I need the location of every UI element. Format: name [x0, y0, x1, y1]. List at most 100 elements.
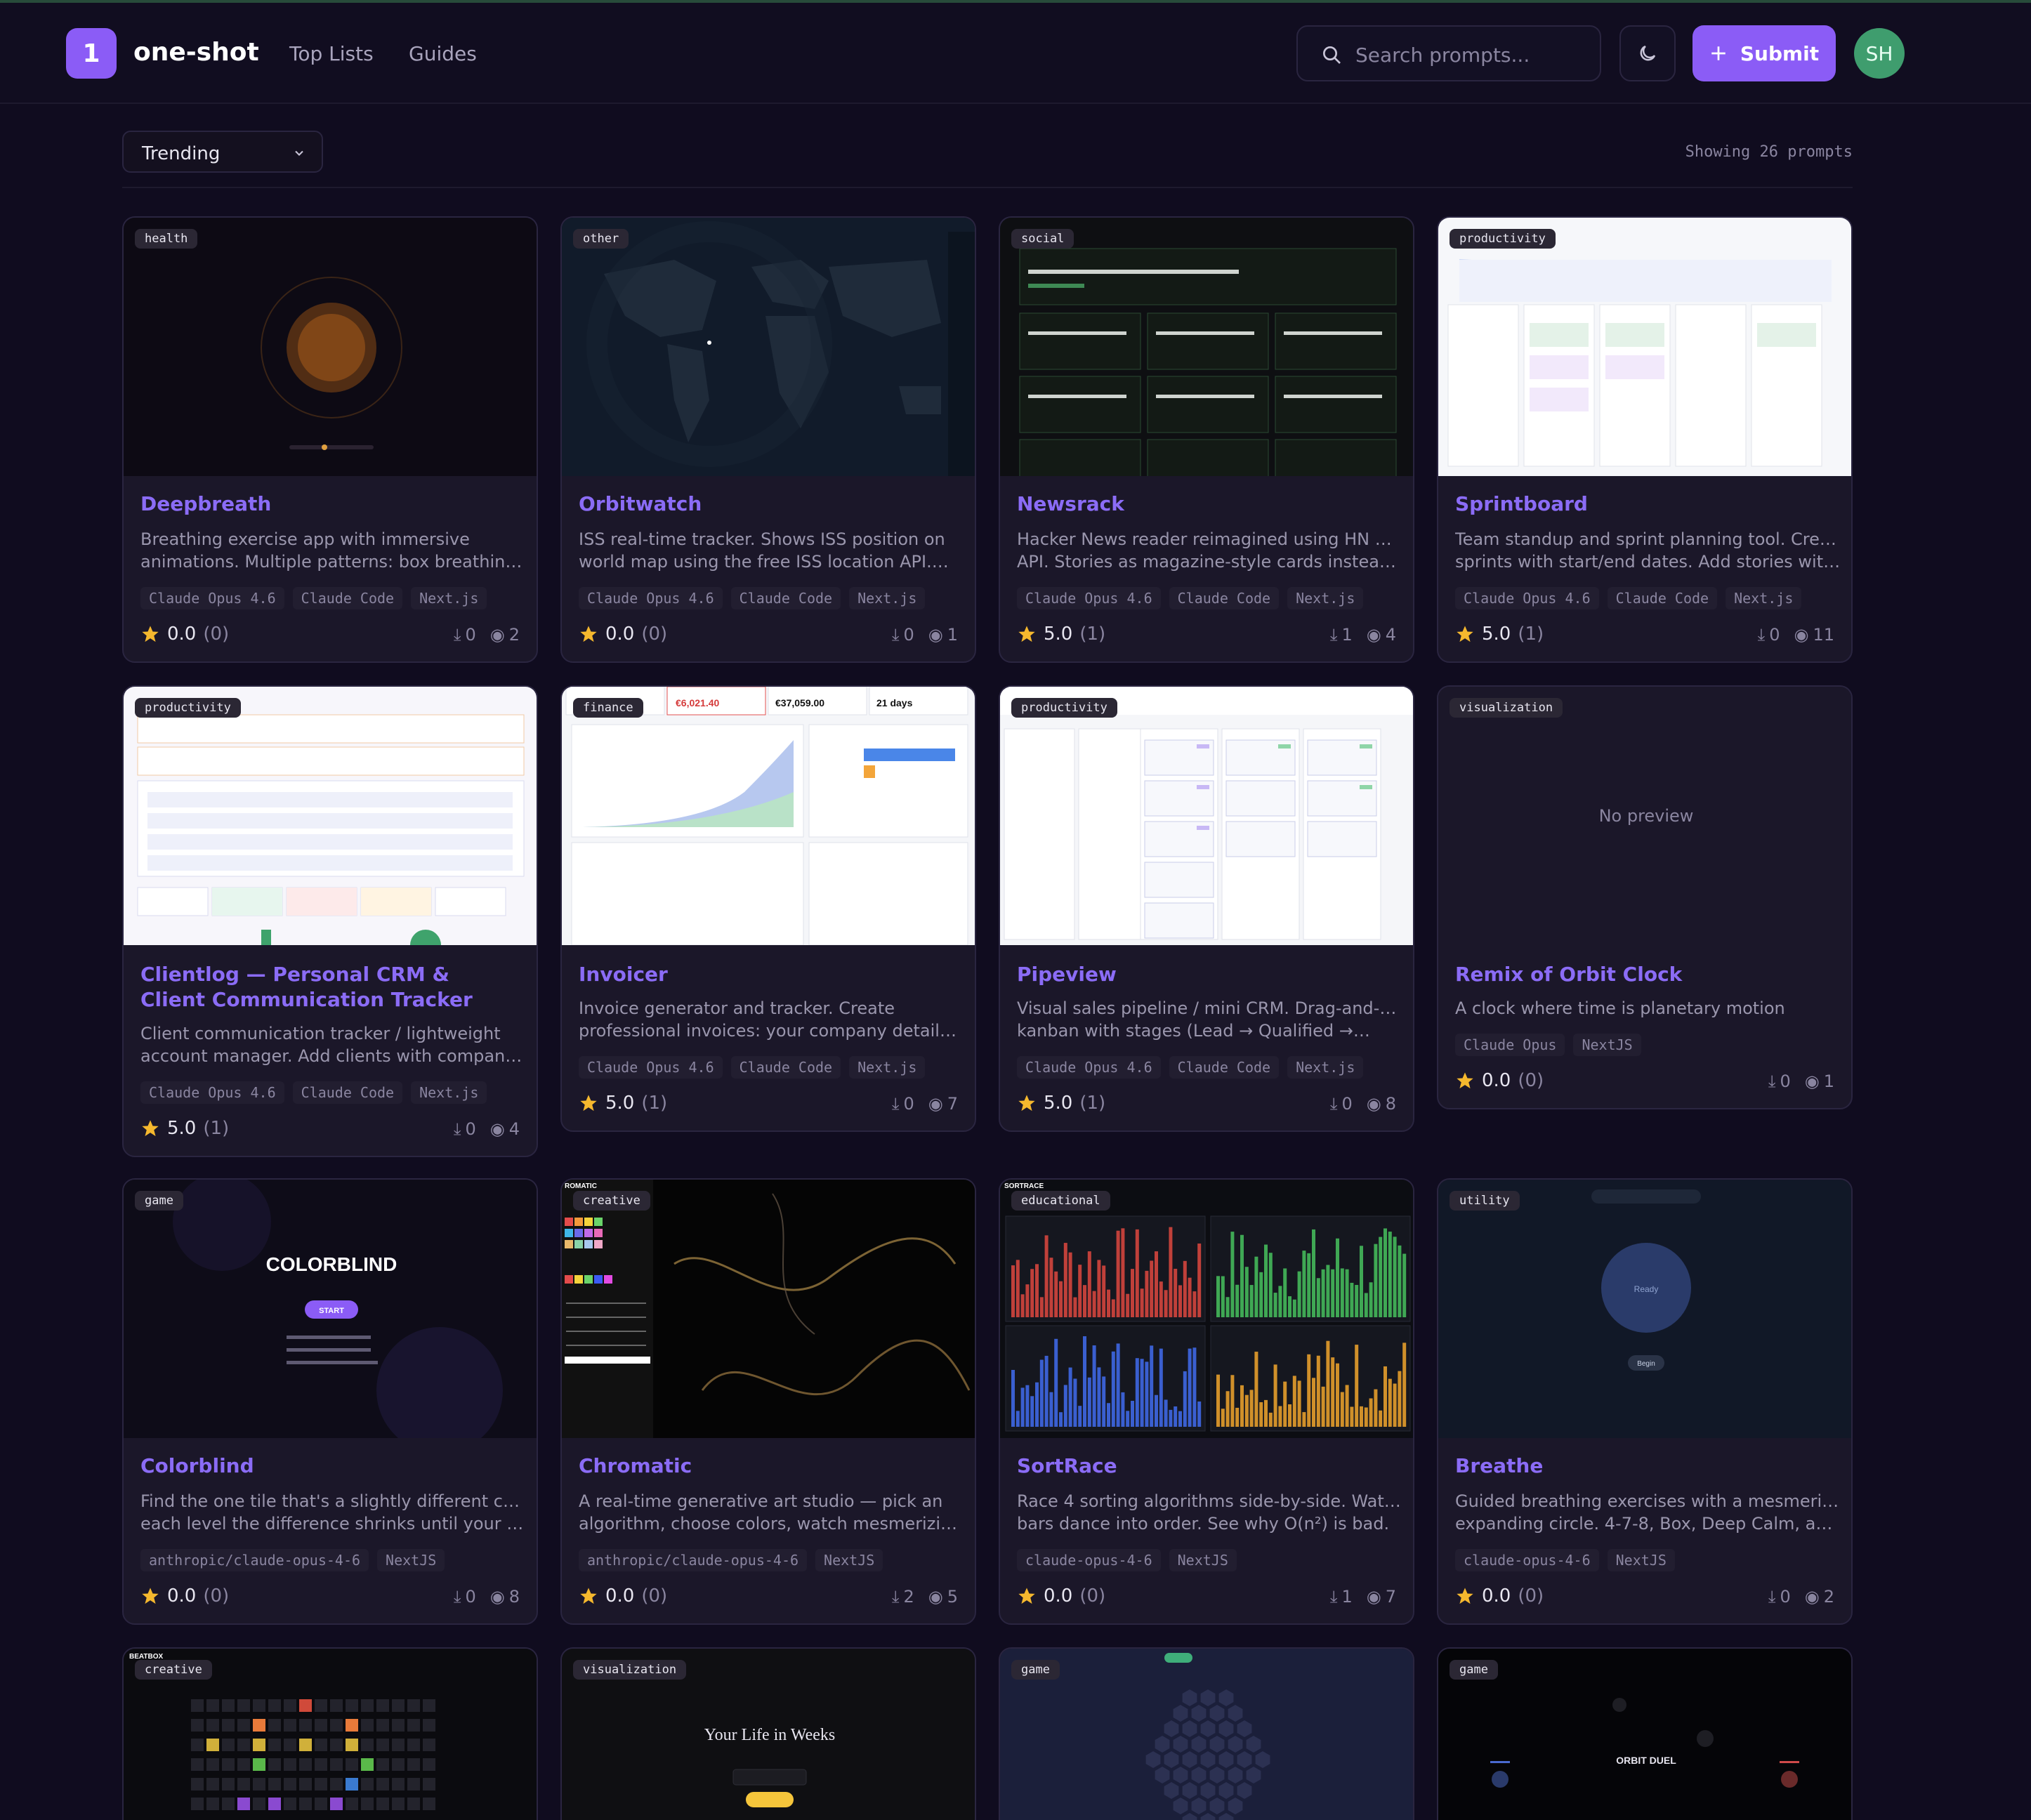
prompt-card[interactable]: other Orbitwatch ISS real-time tracker. … [560, 216, 976, 663]
card-tags: anthropic/claude-opus-4-6 NextJS [579, 1549, 883, 1571]
beat-cell [361, 1739, 374, 1751]
prompt-card[interactable]: productivity Pipeview Visual sales pipel… [999, 685, 1414, 1132]
download-icon: ⤓ [891, 1094, 900, 1114]
prompt-card[interactable]: ROMATIC creative Chromatic A real-time g… [560, 1178, 976, 1625]
sort-bar [1297, 1380, 1301, 1427]
category-badge: finance [573, 698, 643, 718]
sort-bar [1398, 1245, 1402, 1317]
beat-cell [361, 1778, 374, 1791]
prompt-card[interactable]: health Deepbreath Breathing exercise app… [122, 216, 538, 663]
beat-cell [222, 1719, 235, 1732]
prompt-card[interactable]: BEATBOX creative [122, 1647, 538, 1820]
prompt-card[interactable]: social Newsrack Hacker News reader reima… [999, 216, 1414, 663]
star-icon [1457, 1072, 1473, 1089]
beat-cell [407, 1719, 420, 1732]
hex-cell [1218, 1782, 1234, 1799]
category-badge: visualization [1450, 698, 1563, 718]
sort-bar [1273, 1364, 1277, 1427]
beat-cell [392, 1699, 405, 1712]
prompt-card[interactable]: ORBIT DUEL game [1437, 1647, 1853, 1820]
card-title[interactable]: Colorblind [140, 1454, 254, 1477]
submit-button[interactable]: Submit [1692, 25, 1836, 81]
sort-bar [1383, 1366, 1387, 1427]
beat-cell [191, 1699, 204, 1712]
nav-guides[interactable]: Guides [409, 42, 477, 65]
theme-toggle-button[interactable] [1619, 25, 1676, 81]
card-title[interactable]: Pipeview [1017, 963, 1117, 986]
beat-cell [253, 1778, 265, 1791]
hex-cell [1246, 1767, 1261, 1783]
prompt-card[interactable]: No preview visualization Remix of Orbit … [1437, 685, 1853, 1109]
sort-bar [1068, 1252, 1072, 1317]
card-title[interactable]: Breathe [1455, 1454, 1544, 1477]
prompt-card[interactable]: Your Life in Weeks visualization [560, 1647, 976, 1820]
search-input[interactable]: Search prompts... [1296, 25, 1601, 81]
card-title[interactable]: Deepbreath [140, 492, 272, 515]
sort-bar [1379, 1410, 1383, 1427]
card-title[interactable]: SortRace [1017, 1454, 1117, 1477]
card-title[interactable]: Chromatic [579, 1454, 692, 1477]
beat-cell [284, 1739, 296, 1751]
sort-bar [1278, 1406, 1282, 1427]
sort-bar [1336, 1363, 1339, 1427]
beat-cell [423, 1699, 435, 1712]
beat-cell [315, 1778, 327, 1791]
prompt-card[interactable]: Ready Begin utility Breathe Guided breat… [1437, 1178, 1853, 1625]
download-icon: ⤓ [1329, 1094, 1338, 1114]
card-rating: 0.0 (0) [140, 624, 229, 645]
sort-select[interactable]: Trending [122, 131, 323, 173]
tag: Next.js [849, 1056, 926, 1079]
card-title[interactable]: Newsrack [1017, 492, 1124, 515]
tag: Next.js [1726, 587, 1802, 609]
sort-bar [1174, 1406, 1178, 1427]
sort-bar [1030, 1269, 1034, 1317]
beat-cell [392, 1758, 405, 1771]
card-rating: 0.0 (0) [1455, 1585, 1544, 1607]
sort-bar [1197, 1243, 1202, 1317]
card-thumbnail: productivity [124, 687, 537, 945]
prompt-card[interactable]: COLORBLIND START game Colorblind Find th… [122, 1178, 538, 1625]
logo-mark[interactable]: 1 [66, 28, 117, 79]
beat-cell [206, 1719, 219, 1732]
eye-icon: ◉ [928, 1587, 943, 1607]
sort-bar [1135, 1229, 1139, 1317]
sort-bar [1073, 1378, 1077, 1427]
card-title[interactable]: Sprintboard [1455, 492, 1588, 515]
beat-cell [330, 1699, 343, 1712]
prompt-card[interactable]: productivity Sprintboard Team standup an… [1437, 216, 1853, 663]
card-title[interactable]: Remix of Orbit Clock [1455, 963, 1683, 986]
card-thumbnail: productivity [1438, 218, 1851, 476]
hex-cell [1191, 1736, 1207, 1753]
star-icon [1018, 1095, 1035, 1112]
hex-cell [1218, 1813, 1234, 1820]
invoice-amount-2: €37,059.00 [775, 697, 824, 708]
prompt-card[interactable]: game [999, 1647, 1414, 1820]
sort-bar [1140, 1288, 1144, 1317]
beat-cell [191, 1758, 204, 1771]
nav-top-lists[interactable]: Top Lists [289, 42, 374, 65]
beat-cell [191, 1778, 204, 1791]
prompt-card[interactable]: SORTRACE educational SortRace Race 4 sor… [999, 1178, 1414, 1625]
beat-cell [268, 1758, 281, 1771]
category-badge: game [135, 1191, 183, 1211]
card-thumbnail: BEATBOX creative [124, 1649, 537, 1820]
card-thumbnail: Ready Begin utility [1438, 1180, 1851, 1438]
card-title[interactable]: Clientlog — Personal CRM & Client Commun… [140, 963, 473, 1011]
category-badge: game [1450, 1660, 1498, 1680]
card-rating: 0.0 (0) [579, 624, 667, 645]
card-stats: ⤓ 0 ◉ 7 [891, 1094, 958, 1114]
hex-cell [1209, 1767, 1225, 1783]
prompt-card[interactable]: productivity Clientlog — Personal CRM & … [122, 685, 538, 1157]
card-stats: ⤓ 0 ◉ 2 [453, 625, 520, 645]
beat-cell [361, 1758, 374, 1771]
sort-bar [1183, 1260, 1187, 1317]
sort-bar [1054, 1271, 1058, 1317]
avatar[interactable]: SH [1854, 28, 1905, 79]
sort-bar [1140, 1359, 1144, 1427]
logo-text[interactable]: one-shot [133, 38, 259, 67]
card-description: Invoice generator and tracker. Create pro… [579, 998, 965, 1041]
prompt-card[interactable]: €6,021.40 €37,059.00 21 days finance Inv… [560, 685, 976, 1132]
card-title[interactable]: Invoicer [579, 963, 668, 986]
card-title[interactable]: Orbitwatch [579, 492, 702, 515]
star-icon [142, 1588, 159, 1604]
